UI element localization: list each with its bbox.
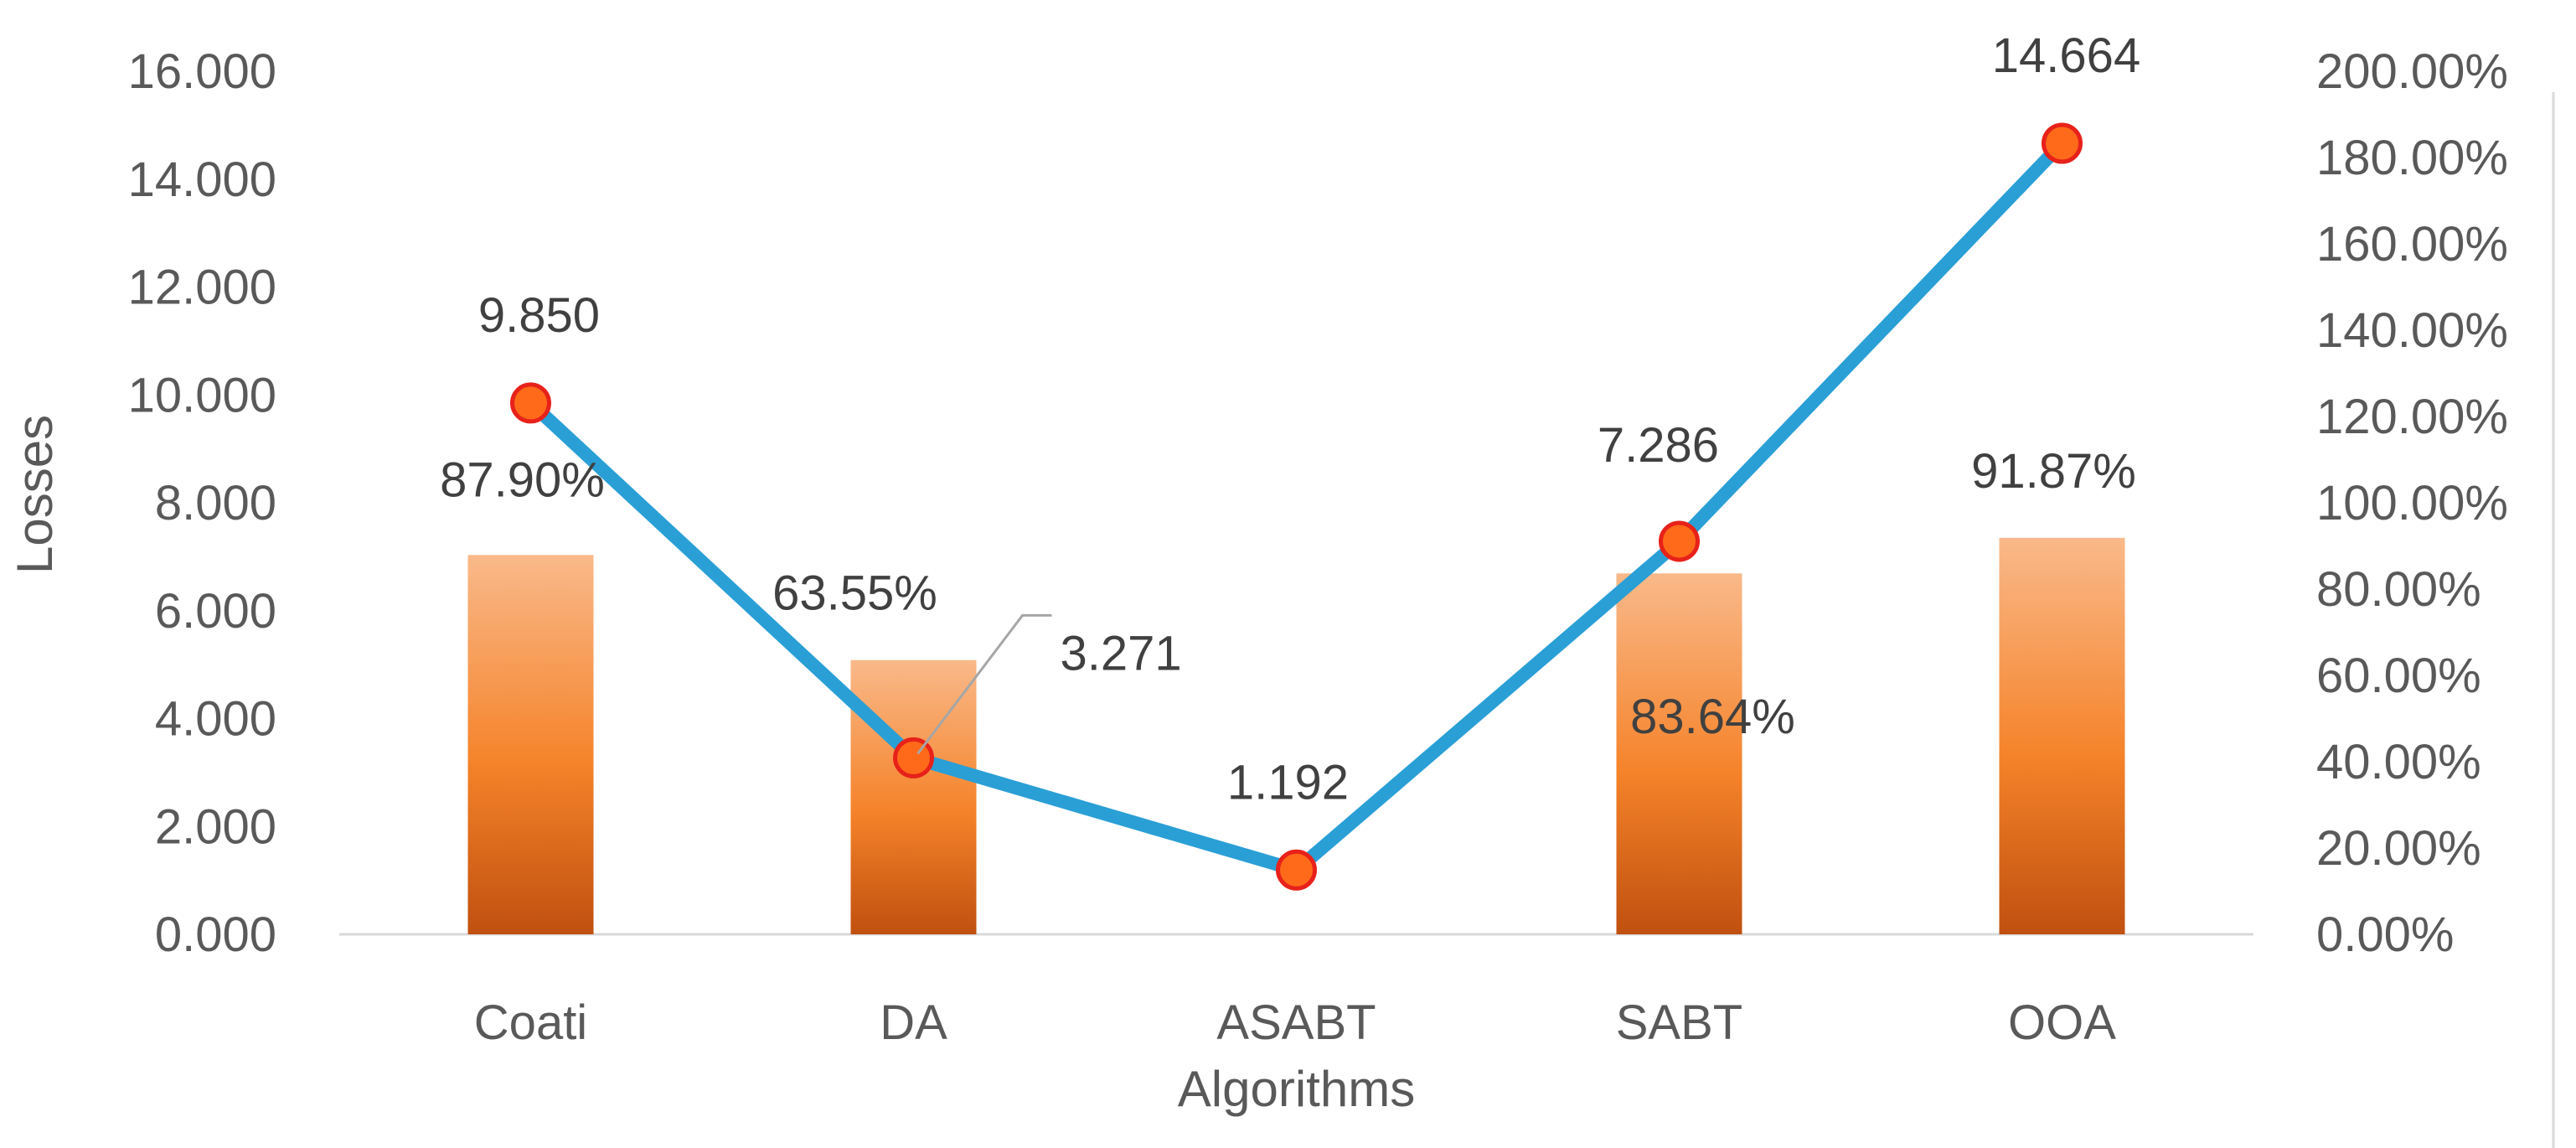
line-value-label: 1.192 bbox=[1227, 755, 1349, 809]
right-tick-label: 20.00% bbox=[2316, 821, 2481, 876]
leader-line bbox=[916, 613, 1052, 755]
left-tick-label: 4.000 bbox=[155, 692, 276, 747]
right-tick-label: 40.00% bbox=[2316, 735, 2481, 789]
left-tick-label: 8.000 bbox=[155, 476, 276, 530]
left-tick-label: 14.000 bbox=[128, 153, 276, 207]
category-labels: Coati DA ASABT SABT OOA bbox=[474, 995, 2116, 1050]
line-point bbox=[1659, 520, 1700, 562]
left-tick-label: 12.000 bbox=[128, 261, 276, 315]
category-label: DA bbox=[880, 995, 947, 1050]
bar bbox=[467, 555, 594, 934]
bar-series bbox=[467, 537, 2125, 934]
right-tick-label: 120.00% bbox=[2316, 390, 2508, 444]
left-tick-label: 16.000 bbox=[128, 44, 276, 99]
bar-value-label: 63.55% bbox=[772, 566, 937, 621]
left-tick-label: 10.000 bbox=[128, 368, 276, 422]
line-point bbox=[1276, 849, 1317, 891]
left-tick-label: 0.000 bbox=[155, 908, 276, 962]
line-point bbox=[510, 382, 551, 424]
left-axis-ticks: 0.000 2.000 4.000 6.000 8.000 10.000 12.000 14.… bbox=[128, 44, 276, 962]
bar-value-label: 91.87% bbox=[1971, 444, 2136, 499]
line-point bbox=[893, 737, 934, 778]
right-tick-label: 0.00% bbox=[2316, 908, 2454, 962]
right-tick-label: 140.00% bbox=[2316, 303, 2508, 358]
line-value-label: 14.664 bbox=[1992, 28, 2140, 83]
bar-value-label: 87.90% bbox=[440, 452, 605, 507]
right-tick-label: 160.00% bbox=[2316, 217, 2508, 271]
line-point bbox=[2042, 122, 2083, 164]
category-label: Coati bbox=[474, 995, 587, 1050]
y-axis-title: Losses bbox=[7, 415, 63, 574]
data-labels: 87.90% 63.55% 83.64% 91.87% 9.850 3.271 1.192 7… bbox=[440, 28, 2140, 809]
category-label: OOA bbox=[2008, 995, 2116, 1050]
bar bbox=[1999, 537, 2125, 934]
left-tick-label: 2.000 bbox=[155, 799, 276, 854]
line-series bbox=[510, 122, 2083, 891]
right-axis-ticks: 0.00% 20.00% 40.00% 60.00% 80.00% 100.00% 120.… bbox=[2316, 44, 2508, 962]
right-tick-label: 200.00% bbox=[2316, 44, 2508, 99]
category-label: ASABT bbox=[1216, 995, 1376, 1050]
right-tick-label: 100.00% bbox=[2316, 476, 2508, 530]
x-axis-title: Algorithms bbox=[1178, 1061, 1415, 1117]
right-tick-label: 80.00% bbox=[2316, 562, 2481, 617]
left-tick-label: 6.000 bbox=[155, 584, 276, 639]
bar-value-label: 83.64% bbox=[1630, 690, 1795, 744]
right-tick-label: 60.00% bbox=[2316, 649, 2481, 703]
category-label: SABT bbox=[1616, 995, 1743, 1050]
axes bbox=[339, 92, 2555, 1148]
bar bbox=[1616, 573, 1742, 934]
line-value-label: 9.850 bbox=[478, 288, 600, 343]
line-value-label: 7.286 bbox=[1598, 418, 1719, 473]
line-value-label: 3.271 bbox=[1061, 626, 1182, 680]
right-tick-label: 180.00% bbox=[2316, 131, 2508, 185]
